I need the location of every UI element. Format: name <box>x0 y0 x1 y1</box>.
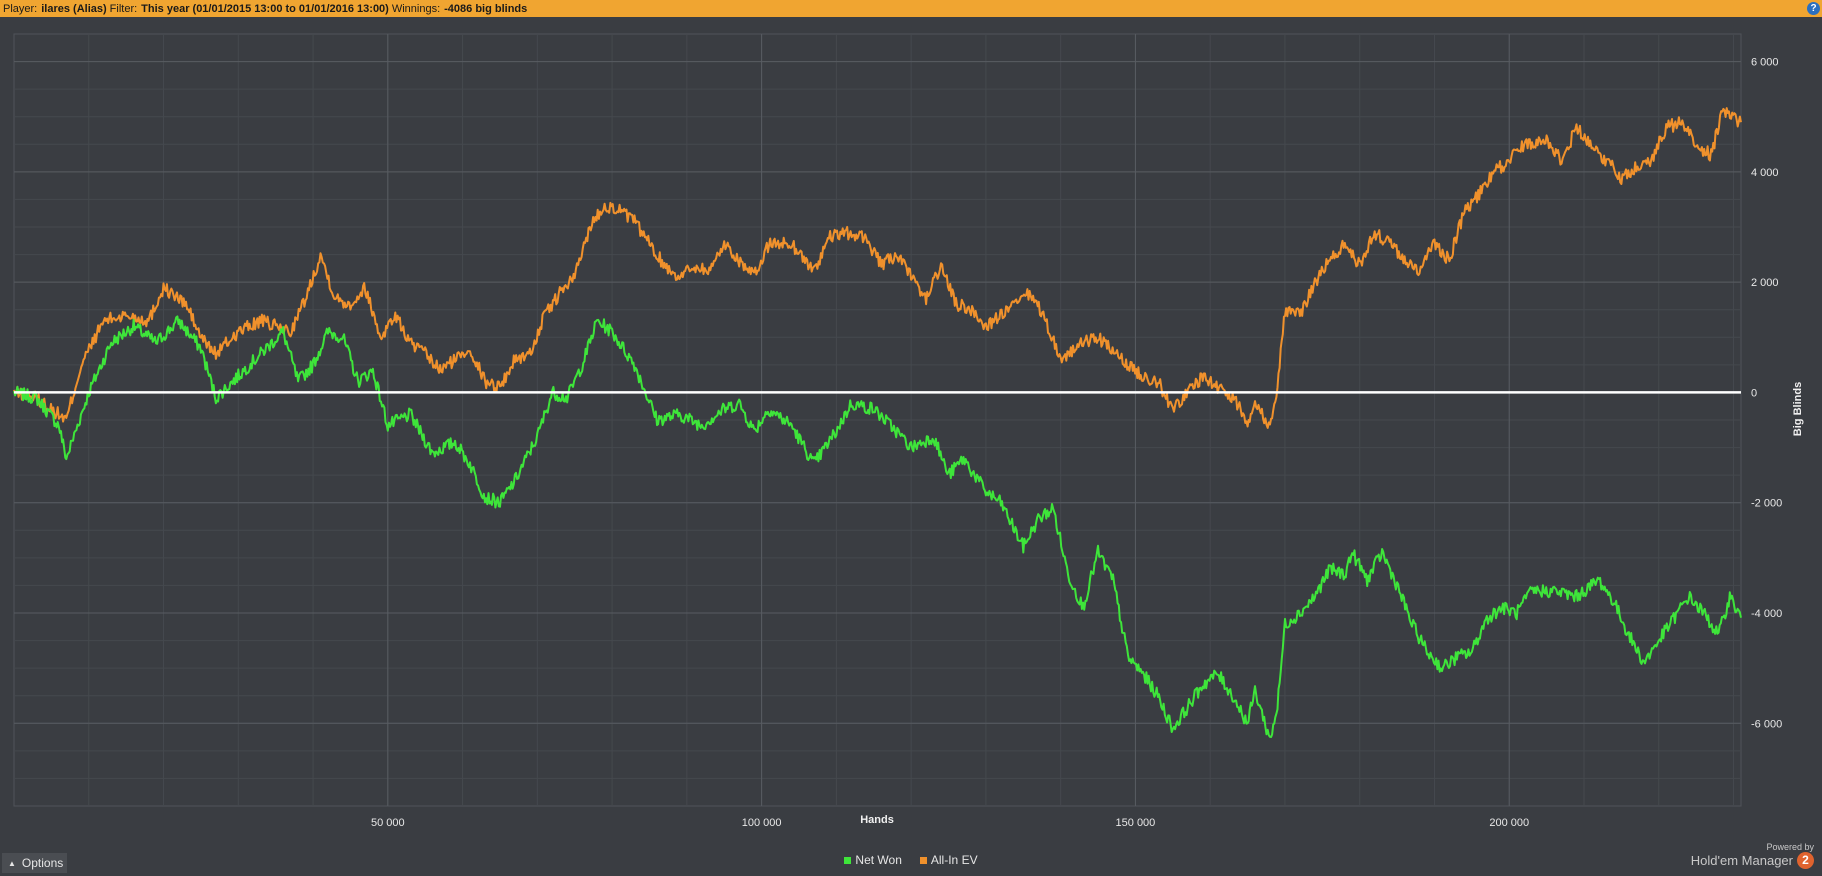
series-line-all-in-ev[interactable] <box>13 107 1742 429</box>
player-label: Player: <box>3 2 38 15</box>
x-tick-label: 150 000 <box>1116 817 1156 829</box>
header-bar: Player: ilares (Alias) Filter: This year… <box>0 0 1822 17</box>
powered-by-text: Powered by <box>1766 842 1814 852</box>
x-tick-label: 100 000 <box>742 817 782 829</box>
x-axis-label: Hands <box>860 814 894 826</box>
series-layer <box>13 107 1742 738</box>
series-line-net-won[interactable] <box>13 315 1742 738</box>
y-tick-label: 0 <box>1751 387 1757 399</box>
y-tick-label: -6 000 <box>1751 718 1782 730</box>
y-tick-label: 4 000 <box>1751 167 1779 179</box>
legend-item-all-in-ev[interactable]: All-In EV <box>919 853 978 867</box>
options-button[interactable]: ▲ Options <box>2 853 67 873</box>
x-tick-label: 200 000 <box>1489 817 1529 829</box>
filter-label: Filter: <box>109 2 138 15</box>
y-tick-label: 2 000 <box>1751 277 1779 289</box>
y-axis-ticks: 6 000 4 000 2 000 0 -2 000 -4 000 -6 000 <box>1751 57 1782 731</box>
product-name: Hold'em Manager <box>1690 853 1793 868</box>
legend-swatch-all-in-ev <box>919 856 927 864</box>
legend-swatch-net-won <box>844 856 852 864</box>
chart-legend: Net Won All-In EV <box>0 853 1822 867</box>
y-tick-label: -4 000 <box>1751 608 1782 620</box>
y-tick-label: 6 000 <box>1751 57 1779 69</box>
branding: Powered by Hold'em Manager 2 <box>1691 842 1814 869</box>
winnings-value: -4086 big blinds <box>444 2 528 15</box>
legend-label-all-in-ev: All-In EV <box>930 853 978 867</box>
x-axis-ticks: 50 000 100 000 150 000 200 000 <box>371 817 1529 829</box>
legend-item-net-won[interactable]: Net Won <box>844 853 902 867</box>
player-value[interactable]: ilares (Alias) <box>41 2 107 15</box>
filter-value[interactable]: This year (01/01/2015 13:00 to 01/01/201… <box>141 2 389 15</box>
chevron-up-icon: ▲ <box>8 858 16 868</box>
winnings-label: Winnings: <box>391 2 441 15</box>
graph-chart: 6 000 4 000 2 000 0 -2 000 -4 000 -6 000 50 00… <box>13 33 1804 829</box>
y-tick-label: -2 000 <box>1751 498 1782 510</box>
options-label: Options <box>21 856 64 870</box>
legend-label-net-won: Net Won <box>855 853 902 867</box>
major-grid <box>14 34 1741 806</box>
y-axis-label: Big Blinds <box>1792 382 1804 436</box>
hm2-logo-icon: 2 <box>1797 852 1814 869</box>
x-tick-label: 50 000 <box>371 817 405 829</box>
help-icon[interactable]: ? <box>1807 2 1820 15</box>
